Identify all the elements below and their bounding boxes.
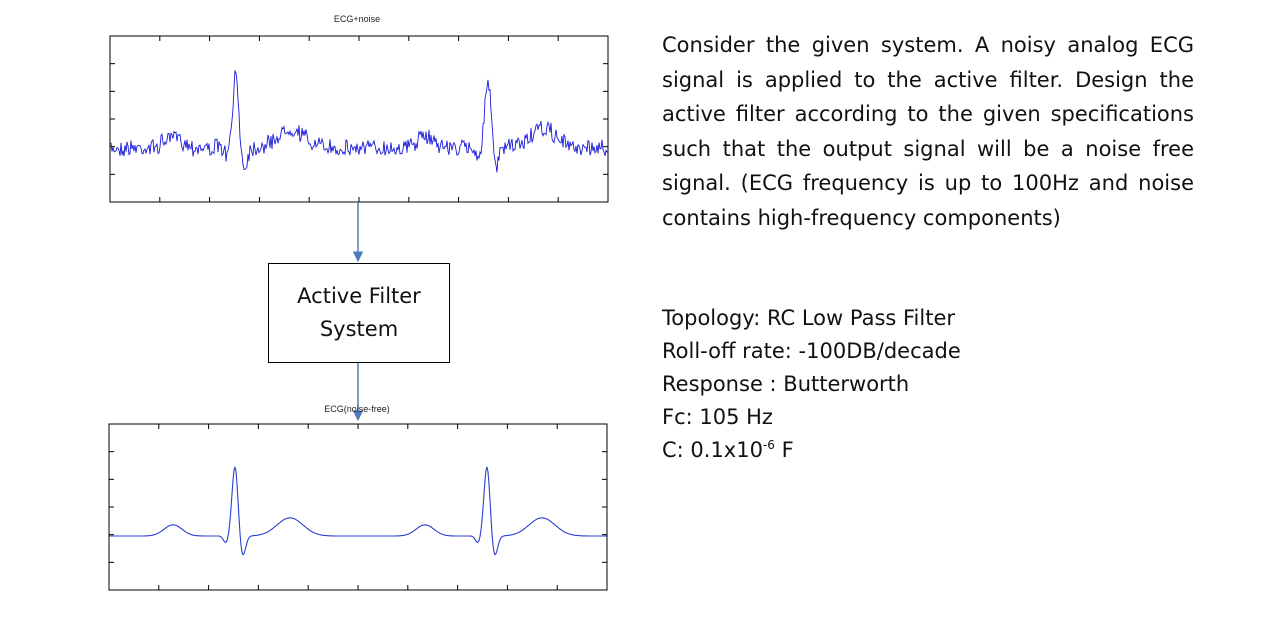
- spec-topology: Topology: RC Low Pass Filter: [662, 306, 956, 330]
- noisy-plot-title: ECG+noise: [333, 14, 381, 24]
- noisy-plot-frame: [109, 35, 609, 203]
- spec-capacitance: C: 0.1x10-6 F: [662, 434, 1182, 467]
- clean-plot-ticks: [109, 424, 607, 590]
- noisy-ecg-plot: [109, 35, 609, 203]
- clean-ecg-trace: [109, 466, 607, 556]
- clean-ecg-plot: [108, 423, 608, 591]
- clean-plot-title: ECG(noise-free): [324, 404, 390, 414]
- clean-plot-frame: [108, 423, 608, 591]
- spec-c-suffix: F: [774, 438, 794, 462]
- spec-response: Response : Butterworth: [662, 372, 910, 396]
- spec-fc: Fc: 105 Hz: [662, 405, 773, 429]
- spec-c-exponent: -6: [762, 438, 775, 452]
- spec-rolloff: Roll-off rate: -100DB/decade: [662, 339, 961, 363]
- filter-box-line1: Active Filter: [297, 284, 421, 308]
- filter-box-line2: System: [319, 317, 399, 341]
- problem-statement: Consider the given system. A noisy analo…: [662, 33, 1194, 230]
- noisy-ecg-trace: [109, 70, 609, 173]
- spec-c-prefix: C: 0.1x10: [662, 438, 763, 462]
- filter-specifications: Topology: RC Low Pass Filter Roll-off ra…: [662, 302, 1182, 467]
- active-filter-system-block: Active Filter System: [268, 263, 450, 363]
- noisy-plot-ticks: [110, 36, 608, 202]
